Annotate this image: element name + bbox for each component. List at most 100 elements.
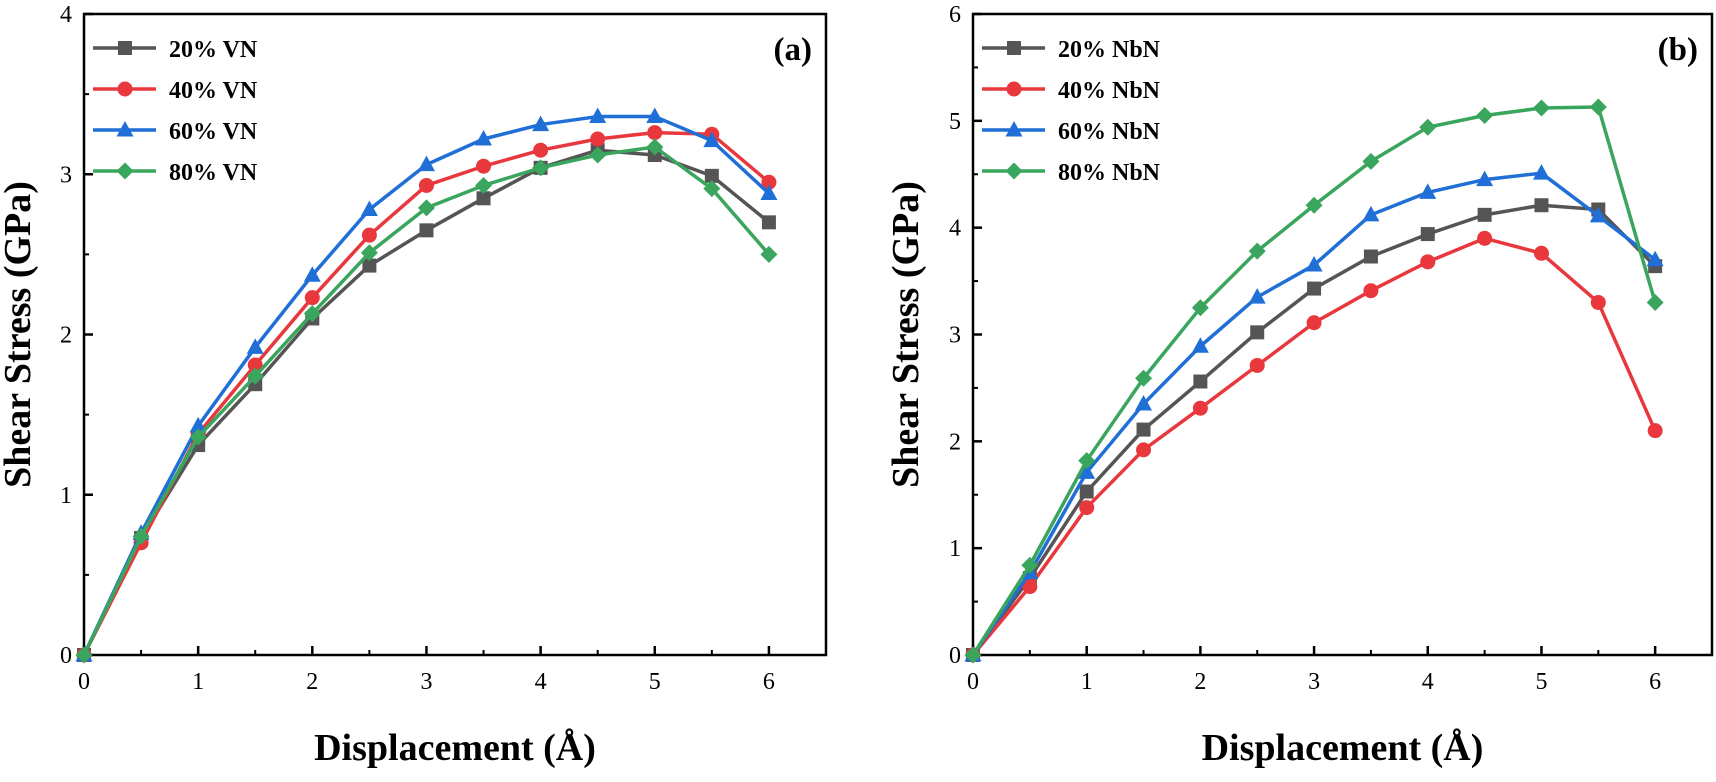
data-point [1533,245,1549,261]
x-tick-label: 0 [967,669,979,695]
x-tick-label: 3 [420,669,432,695]
data-point [1136,442,1152,458]
data-point [1305,256,1323,272]
data-point [1363,283,1379,299]
data-point [476,191,491,206]
data-point [419,223,434,238]
y-tick-label: 6 [949,2,961,28]
data-point [360,200,378,217]
panel-label: (a) [774,32,812,68]
data-point [1192,400,1208,416]
data-point [1534,198,1549,213]
panel-label: (b) [1658,32,1698,68]
x-tick-label: 2 [306,669,318,695]
data-point [304,290,320,306]
data-point [1248,242,1266,260]
data-point [189,416,207,433]
data-point [1589,98,1607,116]
y-tick-label: 1 [60,483,72,509]
legend-entry: 40% NbN [982,78,1161,104]
data-point [132,527,150,545]
x-tick-label: 6 [1649,669,1661,695]
x-tick-label: 1 [1081,669,1093,695]
series-4 [964,98,1664,664]
data-point [1589,206,1607,223]
data-point [1078,463,1096,479]
y-tick-label: 1 [949,536,961,562]
data-point [303,305,321,323]
data-point [476,158,492,174]
series-2 [965,230,1663,663]
data-point [589,107,607,124]
series-line [971,203,1657,657]
data-point [475,129,493,146]
data-point [1590,294,1606,310]
data-point [704,168,719,183]
series-1 [77,143,776,662]
data-point [964,646,982,664]
data-point [361,227,377,243]
series-line [971,171,1657,656]
legend-label: 80% VN [169,160,258,186]
legend: 20% NbN 40% NbN 60% NbN 80% NbN [982,37,1161,186]
x-tick-label: 5 [649,669,661,695]
legend-entry: 20% NbN [982,37,1161,63]
legend-marker [1005,162,1023,180]
data-point [761,174,777,190]
data-point [1248,288,1266,304]
data-point [1647,423,1663,439]
data-point [1021,556,1039,574]
data-point [1476,106,1494,124]
data-point [703,131,721,148]
chart-panel-b: 0 1 2 3 4 5 6 0 1 2 3 4 5 6 Displacement (Å) Shear Stre… [885,2,1714,769]
data-point [1532,99,1550,117]
data-point [703,180,721,198]
x-tick-label: 6 [763,669,775,695]
data-point [1191,337,1209,353]
data-point [246,338,264,354]
data-point [1532,164,1550,180]
x-tick-label: 0 [78,669,90,695]
data-point [1362,152,1380,170]
legend-marker [116,162,134,180]
data-point [647,125,663,141]
series-3 [75,107,778,662]
chart-panel-a: 0 1 2 3 4 5 6 0 1 2 3 4 Displacement (Å) Shear Stress… [0,2,828,769]
legend-label: 20% NbN [1058,37,1161,63]
legend: 20% VN 40% VN 60% VN 80% VN [93,37,258,186]
data-point [1419,183,1437,199]
y-tick-label: 4 [60,2,72,28]
x-axis-title: Displacement (Å) [314,727,596,769]
data-point [1420,254,1436,270]
y-tick-label: 5 [949,109,961,135]
legend-marker [118,41,132,55]
data-point [1136,422,1151,437]
data-point [1477,207,1492,222]
legend-marker [1006,81,1022,97]
series-line [971,105,1657,656]
legend-entry: 80% VN [93,160,258,186]
data-point [1305,196,1323,214]
x-tick-label: 2 [1194,669,1206,695]
data-point [761,215,776,230]
y-axis-title: Shear Stress (GPa) [0,181,39,488]
data-point [246,367,264,385]
series-4 [75,138,778,664]
x-tick-label: 4 [535,669,547,695]
y-tick-label: 2 [60,323,72,349]
x-tick-label: 3 [1308,669,1320,695]
data-point [417,155,435,172]
legend-entry: 60% VN [93,119,258,145]
data-point [532,115,550,132]
legend-entry: 80% NbN [982,160,1161,186]
data-point [1250,325,1265,340]
data-point [1307,281,1322,296]
data-point [1363,249,1378,264]
legend-marker [116,121,134,137]
y-tick-label: 2 [949,429,961,455]
data-point [1249,357,1265,373]
data-point [590,131,606,147]
data-point [760,245,778,263]
data-point [589,146,607,164]
data-point [1306,315,1322,331]
